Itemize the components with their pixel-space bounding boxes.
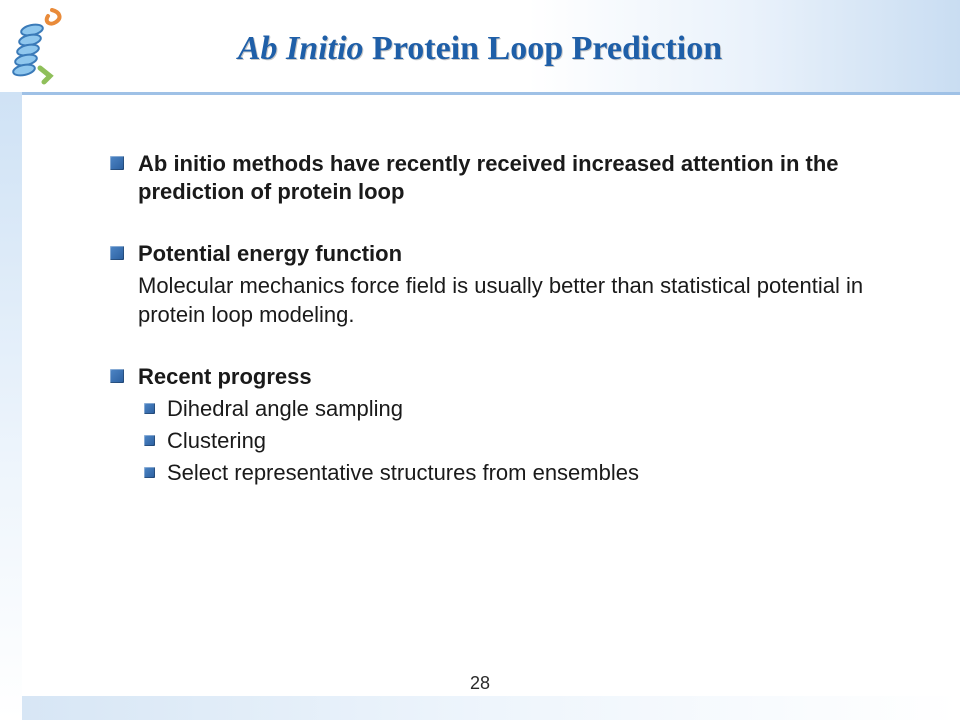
bullet-text: Recent progress bbox=[138, 363, 312, 391]
left-accent-band bbox=[0, 92, 22, 720]
slide-title: Ab Initio Protein Loop Prediction bbox=[0, 30, 960, 68]
square-bullet-icon bbox=[144, 435, 155, 446]
square-bullet-icon bbox=[110, 246, 124, 260]
sub-bullet-text: Dihedral angle sampling bbox=[167, 395, 403, 423]
slide-content: Ab initio methods have recently received… bbox=[110, 150, 870, 521]
bullet-group-3: Recent progress Dihedral angle sampling … bbox=[110, 363, 870, 488]
sub-bullet-row: Clustering bbox=[144, 427, 870, 455]
header-divider bbox=[0, 92, 960, 95]
bullet-group-2: Potential energy function Molecular mech… bbox=[110, 240, 870, 328]
bullet-row: Ab initio methods have recently received… bbox=[110, 150, 870, 206]
bullet-body: Molecular mechanics force field is usual… bbox=[138, 272, 870, 328]
square-bullet-icon bbox=[144, 403, 155, 414]
sub-bullet-row: Dihedral angle sampling bbox=[144, 395, 870, 423]
bullet-row: Potential energy function bbox=[110, 240, 870, 268]
page-number: 28 bbox=[0, 673, 960, 694]
title-rest: Protein Loop Prediction bbox=[364, 30, 723, 67]
square-bullet-icon bbox=[110, 369, 124, 383]
square-bullet-icon bbox=[110, 156, 124, 170]
square-bullet-icon bbox=[144, 467, 155, 478]
title-italic: Ab Initio bbox=[238, 30, 364, 67]
sub-bullet-text: Select representative structures from en… bbox=[167, 459, 639, 487]
bullet-text: Ab initio methods have recently received… bbox=[138, 150, 870, 206]
sub-bullet-text: Clustering bbox=[167, 427, 266, 455]
footer-band bbox=[22, 696, 960, 720]
bullet-group-1: Ab initio methods have recently received… bbox=[110, 150, 870, 206]
bullet-row: Recent progress bbox=[110, 363, 870, 391]
sub-bullet-row: Select representative structures from en… bbox=[144, 459, 870, 487]
bullet-text: Potential energy function bbox=[138, 240, 402, 268]
